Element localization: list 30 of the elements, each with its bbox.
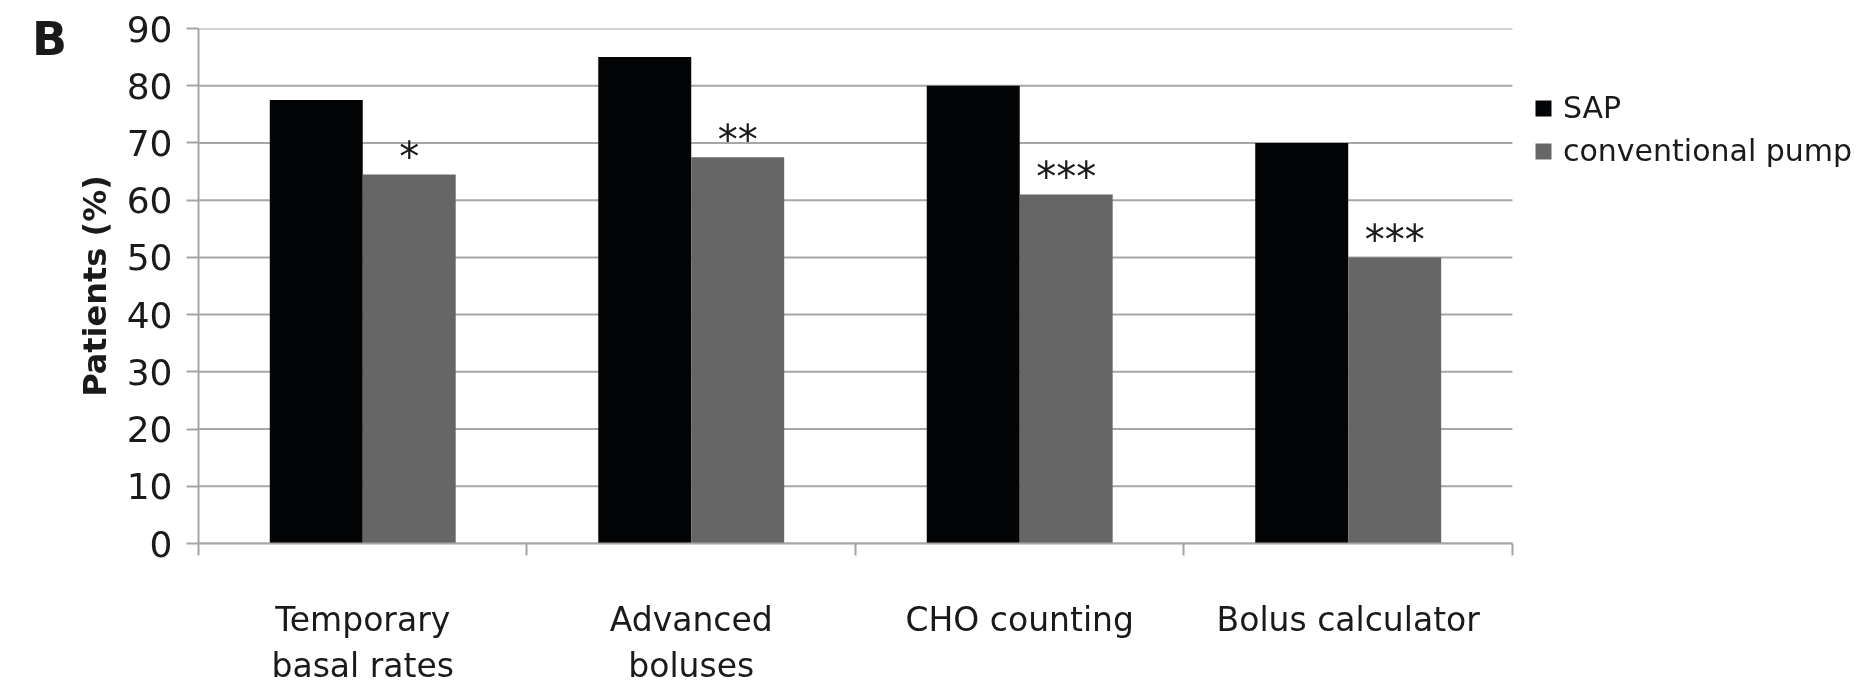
legend-label: SAP bbox=[1563, 90, 1622, 125]
x-tick-label: Temporary basal rates bbox=[271, 599, 454, 686]
x-tick-label: CHO counting bbox=[905, 599, 1134, 639]
x-tick-label: Advanced boluses bbox=[609, 599, 773, 686]
y-tick-label: 10 bbox=[126, 466, 173, 508]
y-tick-label: 40 bbox=[126, 294, 173, 336]
bar bbox=[1348, 257, 1442, 544]
y-tick-label: 80 bbox=[126, 65, 173, 107]
y-tick-label: 50 bbox=[126, 237, 173, 279]
legend-label: conventional pump bbox=[1563, 133, 1853, 168]
y-tick-label: 90 bbox=[126, 8, 173, 50]
bar bbox=[269, 100, 363, 544]
annotation: * bbox=[399, 134, 420, 181]
y-tick-label: 20 bbox=[126, 409, 173, 451]
y-tick-label: 30 bbox=[126, 351, 173, 393]
annotation: *** bbox=[1364, 217, 1425, 264]
bar bbox=[691, 157, 785, 544]
annotation: ** bbox=[717, 117, 758, 164]
x-tick-label: Bolus calculator bbox=[1216, 599, 1481, 639]
bar bbox=[1019, 194, 1113, 544]
bar bbox=[1255, 142, 1349, 544]
chart-title: B bbox=[31, 11, 67, 68]
y-axis-title: Patients (%) bbox=[75, 175, 114, 397]
bar bbox=[362, 174, 456, 544]
bar bbox=[598, 57, 692, 544]
y-tick-label: 70 bbox=[126, 122, 173, 164]
y-tick-label: 60 bbox=[126, 180, 173, 222]
bar bbox=[926, 85, 1020, 544]
y-tick-label: 0 bbox=[149, 523, 173, 565]
annotation: *** bbox=[1036, 154, 1097, 201]
